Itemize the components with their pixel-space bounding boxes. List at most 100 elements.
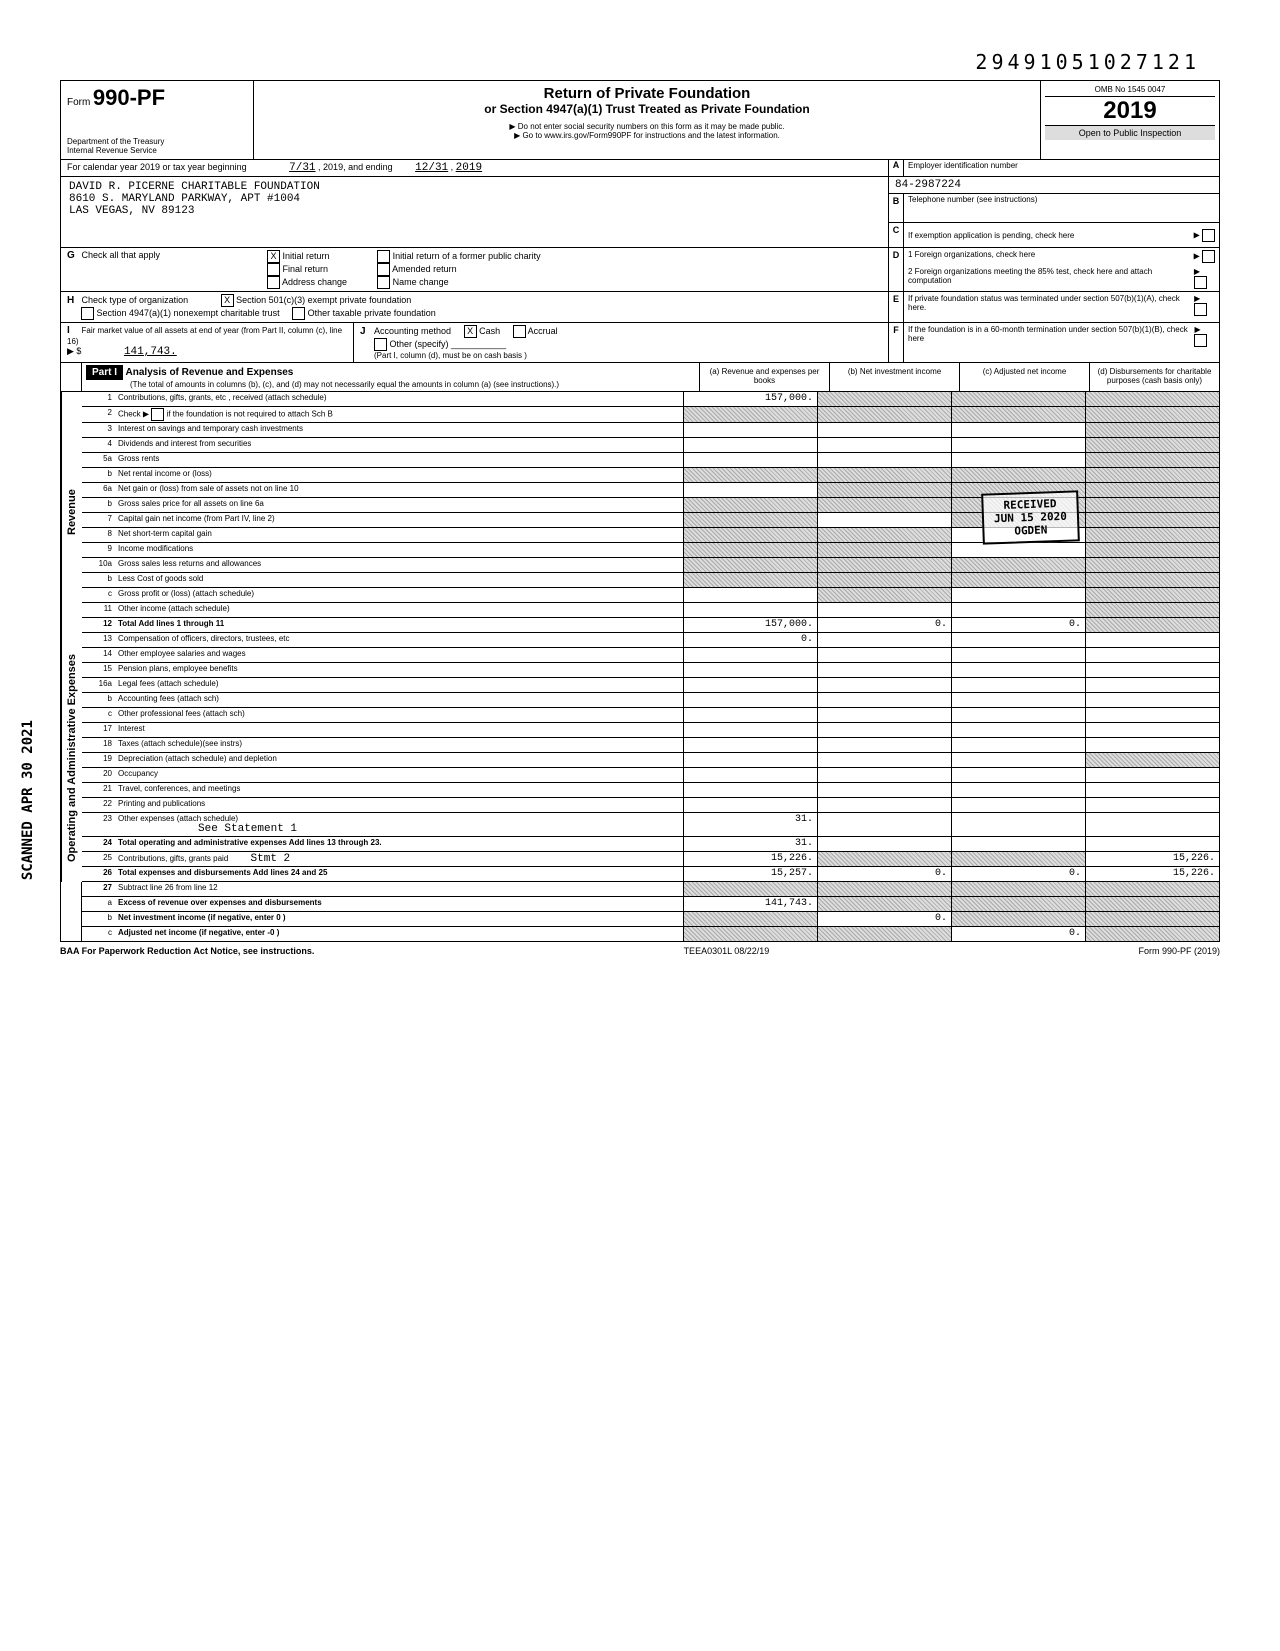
cal-label: For calendar year 2019 or tax year begin… [67, 162, 247, 172]
l18-c [951, 738, 1085, 752]
opt-former: Initial return of a former public charit… [393, 251, 541, 261]
l6a-d [1085, 483, 1219, 497]
l12-d [1085, 618, 1219, 632]
l8-num: 8 [82, 528, 116, 542]
l11-a [683, 603, 817, 617]
former-charity-checkbox[interactable] [377, 250, 390, 263]
l10a-d [1085, 558, 1219, 572]
l14-b [817, 648, 951, 662]
form-title-2: or Section 4947(a)(1) Trust Treated as P… [260, 102, 1034, 116]
l6b-b [817, 498, 951, 512]
l17-a [683, 723, 817, 737]
l27-c [951, 882, 1085, 896]
l27c-b [817, 927, 951, 941]
dept-treasury: Department of the Treasury [67, 137, 247, 146]
f-checkbox[interactable] [1194, 334, 1207, 347]
l4-desc: Dividends and interest from securities [116, 438, 683, 452]
l5b-b [817, 468, 951, 482]
l10a-b [817, 558, 951, 572]
section-g-d: G Check all that apply X Initial return … [61, 247, 1219, 291]
l18-d [1085, 738, 1219, 752]
l27b-desc: Net investment income (if negative, ente… [116, 912, 683, 926]
l25-b [817, 852, 951, 866]
l16b-c [951, 693, 1085, 707]
name-change-checkbox[interactable] [377, 276, 390, 289]
e-checkbox[interactable] [1194, 303, 1207, 316]
l2-a [683, 407, 817, 422]
amended-checkbox[interactable] [377, 263, 390, 276]
l27b-c [951, 912, 1085, 926]
l19-desc: Depreciation (attach schedule) and deple… [116, 753, 683, 767]
l9-a [683, 543, 817, 557]
other-taxable-checkbox[interactable] [292, 307, 305, 320]
box-c-checkbox[interactable] [1202, 229, 1215, 242]
l27-desc: Subtract line 26 from line 12 [116, 882, 683, 896]
l6b-a [683, 498, 817, 512]
d2-checkbox[interactable] [1194, 276, 1207, 289]
j-label: J [360, 326, 372, 337]
l16a-d [1085, 678, 1219, 692]
4947-checkbox[interactable] [81, 307, 94, 320]
revenue-grid: Revenue 1Contributions, gifts, grants, e… [61, 392, 1219, 633]
stamp-ogden: OGDEN [994, 523, 1067, 539]
phone-label: Telephone number (see instructions) [904, 194, 1219, 222]
opt-4947: Section 4947(a)(1) nonexempt charitable … [97, 308, 280, 318]
l5b-desc: Net rental income or (loss) [116, 468, 683, 482]
501c3-checkbox[interactable]: X [221, 294, 234, 307]
l2-checkbox[interactable] [151, 408, 164, 421]
address-change-checkbox[interactable] [267, 276, 280, 289]
e-text: If private foundation status was termina… [908, 294, 1194, 320]
revenue-side-label: Revenue [61, 392, 82, 633]
l27-d [1085, 882, 1219, 896]
fmv-value: 141,743. [124, 346, 177, 358]
l20-num: 20 [82, 768, 116, 782]
box-f-label: F [889, 323, 904, 362]
l6a-a [683, 483, 817, 497]
form-container: Form 990-PF Department of the Treasury I… [60, 80, 1220, 942]
l16c-c [951, 708, 1085, 722]
initial-return-checkbox[interactable]: X [267, 250, 280, 263]
l4-num: 4 [82, 438, 116, 452]
irs-label: Internal Revenue Service [67, 146, 247, 155]
l24-d [1085, 837, 1219, 851]
final-return-checkbox[interactable] [267, 263, 280, 276]
l21-desc: Travel, conferences, and meetings [116, 783, 683, 797]
l15-a [683, 663, 817, 677]
footer-mid: TEEA0301L 08/22/19 [684, 946, 770, 956]
part1-sub: (The total of amounts in columns (b), (c… [86, 380, 695, 389]
g-text: Check all that apply [82, 250, 161, 260]
l5a-c [951, 453, 1085, 467]
end-date: 12/31 [415, 162, 448, 174]
d1-checkbox[interactable] [1202, 250, 1215, 263]
l6a-num: 6a [82, 483, 116, 497]
end-year: 2019 [456, 162, 482, 174]
opt-final: Final return [283, 264, 329, 274]
d2-text: 2 Foreign organizations meeting the 85% … [908, 267, 1194, 289]
l4-c [951, 438, 1085, 452]
l23-a: 31. [683, 813, 817, 836]
l8-d [1085, 528, 1219, 542]
l24-c [951, 837, 1085, 851]
l17-c [951, 723, 1085, 737]
other-method-checkbox[interactable] [374, 338, 387, 351]
entity-name: DAVID R. PICERNE CHARITABLE FOUNDATION [69, 181, 880, 193]
part1-title: Analysis of Revenue and Expenses [126, 367, 294, 378]
accrual-checkbox[interactable] [513, 325, 526, 338]
l5b-c [951, 468, 1085, 482]
l16c-a [683, 708, 817, 722]
l13-num: 13 [82, 633, 116, 647]
l17-desc: Interest [116, 723, 683, 737]
l11-c [951, 603, 1085, 617]
l2-desc: Check ▶ if the foundation is not require… [116, 407, 683, 422]
cash-checkbox[interactable]: X [464, 325, 477, 338]
l5b-a [683, 468, 817, 482]
tax-year: 2019 [1045, 97, 1215, 126]
l18-a [683, 738, 817, 752]
l1-b [817, 392, 951, 406]
l12-desc: Total Add lines 1 through 11 [116, 618, 683, 632]
l5a-num: 5a [82, 453, 116, 467]
l8-a [683, 528, 817, 542]
l16b-desc: Accounting fees (attach sch) [116, 693, 683, 707]
l21-c [951, 783, 1085, 797]
l8-desc: Net short-term capital gain [116, 528, 683, 542]
